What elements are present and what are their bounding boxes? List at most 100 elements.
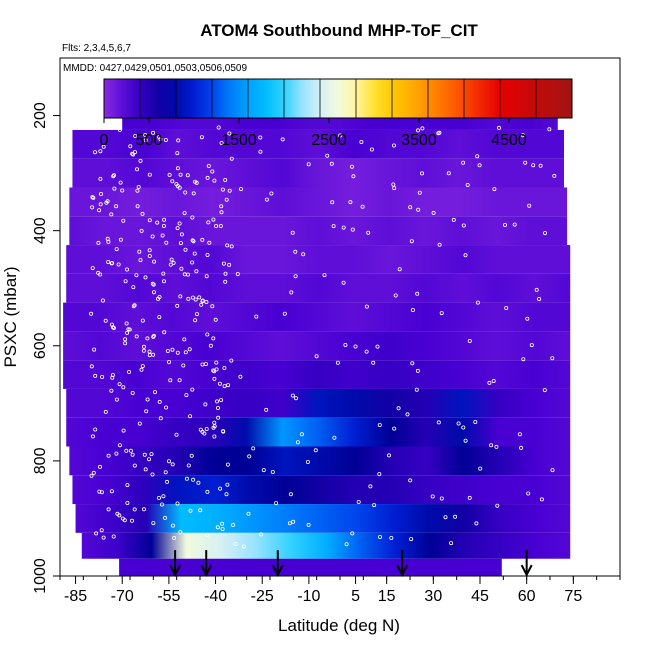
sample-point [203,362,208,367]
sample-point [372,503,377,508]
sample-point [112,125,117,130]
sample-point [205,533,210,538]
sample-point [98,149,103,154]
sample-point [143,467,148,472]
sample-point [223,279,228,284]
sample-point [193,318,198,323]
sample-point [103,409,108,414]
sample-point [526,491,531,496]
sample-point [529,343,534,348]
sample-point [205,489,210,494]
sample-point [550,356,555,361]
sample-point [261,468,266,473]
colorbar-tick-label: 0 [100,132,109,149]
sample-point [126,327,131,332]
sample-point [405,412,410,417]
sample-point [264,407,269,412]
x-tick-label: -85 [64,588,87,605]
sample-point [110,375,115,380]
sample-point [130,452,135,457]
heatmap-band [75,504,571,533]
sample-point [359,139,364,144]
sample-point [189,453,194,458]
sample-point [224,197,229,202]
sample-point [124,448,129,453]
date-note: MMDD: 0427,0429,0501,0503,0506,0509 [63,63,247,74]
sample-point [160,233,165,238]
sample-point [356,499,361,504]
sample-point [147,349,152,354]
sample-point [410,361,415,366]
sample-point [183,247,188,252]
sample-point [220,187,225,192]
sample-point [161,271,166,276]
sample-point [98,464,103,469]
sample-point [100,374,105,379]
sample-point [212,434,217,439]
sample-point [214,223,219,228]
sample-point [123,341,128,346]
sample-point [467,495,472,500]
sample-point [205,332,210,337]
sample-point [90,205,95,210]
sample-point [118,237,123,242]
sample-point [120,516,125,521]
sample-point [377,422,382,427]
sample-point [206,220,211,225]
sample-point [191,477,196,482]
sample-point [121,428,126,433]
sample-point [225,462,230,467]
sample-point [203,402,208,407]
sample-point [176,138,181,143]
sample-point [175,166,180,171]
sample-point [156,495,161,500]
sample-point [140,364,145,369]
sample-point [222,384,227,389]
sample-point [539,497,544,502]
sample-point [131,285,136,290]
sample-point [194,269,199,274]
sample-point [152,259,157,264]
sample-point [349,164,354,169]
sample-point [146,457,151,462]
sample-point [145,397,150,402]
sample-point [110,260,115,265]
sample-point [280,137,285,142]
sample-point [138,158,143,163]
sample-point [194,312,199,317]
sample-point [521,357,526,362]
sample-point [219,210,224,215]
sample-point [162,515,167,520]
sample-point [221,261,226,266]
sample-point [446,171,451,176]
sample-point [223,271,228,276]
sample-point [181,363,186,368]
sample-point [134,334,139,339]
sample-point [391,182,396,187]
sample-point [204,299,209,304]
sample-point [314,354,319,359]
sample-point [377,472,382,477]
sample-point [198,508,203,513]
sample-point [151,290,156,295]
sample-point [161,494,166,499]
heatmap-band [69,446,571,476]
sample-point [147,172,152,177]
x-tick-label: 75 [564,588,582,605]
x-tick-label: 60 [518,588,536,605]
sample-point [487,380,492,385]
sample-point [218,223,223,228]
x-axis-label: Latitude (deg N) [278,616,400,635]
sample-point [96,270,101,275]
sample-point [121,218,126,223]
sample-point [114,451,119,456]
sample-point [219,140,224,145]
sample-point [215,525,220,530]
sample-point [147,218,152,223]
sample-point [231,522,236,527]
sample-point [437,242,442,247]
sample-point [392,186,397,191]
sample-point [238,374,243,379]
sample-point [184,476,189,481]
